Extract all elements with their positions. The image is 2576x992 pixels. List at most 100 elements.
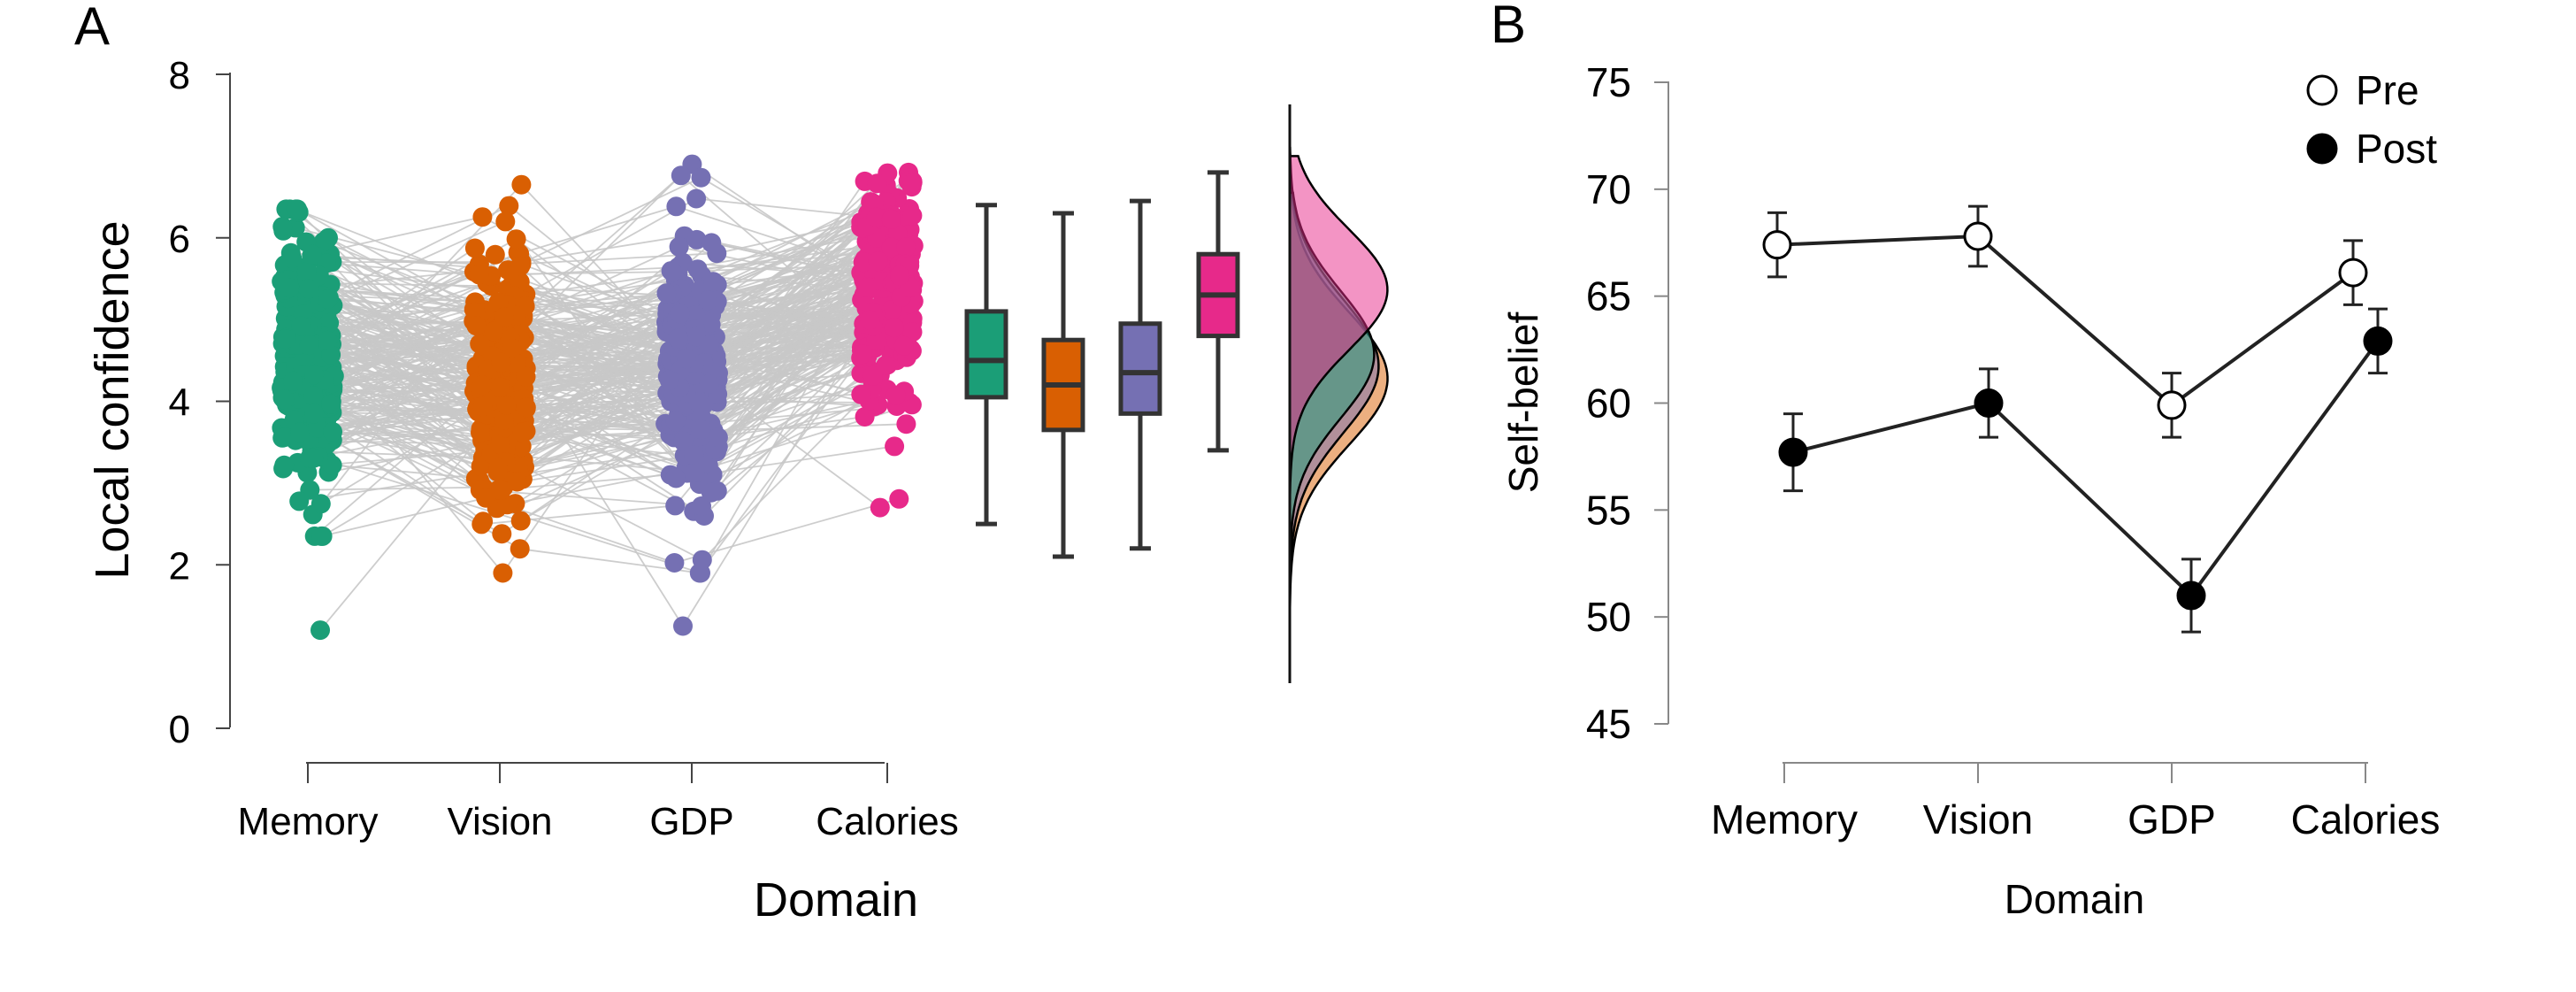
point-gdp — [691, 167, 711, 188]
point-memory — [318, 289, 338, 309]
point-calories — [893, 335, 914, 356]
y-tick-label: 6 — [169, 218, 190, 261]
panel-b-label: B — [1491, 0, 1526, 54]
point-vision — [502, 338, 522, 358]
point-calories — [870, 497, 890, 518]
participant-line — [307, 246, 907, 329]
legend: Pre Post — [2306, 67, 2437, 172]
point-gdp — [665, 496, 686, 516]
participant-line — [293, 274, 901, 628]
y-tick-label: 70 — [1586, 166, 1631, 212]
point-gdp — [677, 349, 697, 369]
point-gdp — [665, 468, 686, 488]
point-calories — [889, 488, 909, 509]
point-vision — [516, 397, 536, 418]
point-memory — [274, 389, 295, 410]
point-vision — [496, 396, 517, 415]
point-memory — [274, 455, 295, 475]
participant-line — [297, 244, 915, 411]
legend-marker-pre — [2306, 74, 2338, 106]
participant-line — [303, 321, 913, 481]
point-memory — [272, 217, 293, 237]
point-gdp — [656, 283, 677, 304]
point-gdp — [666, 196, 686, 217]
point-gdp — [669, 236, 689, 257]
participant-line — [312, 327, 862, 459]
point-memory — [299, 335, 319, 356]
point-calories — [890, 265, 909, 286]
point-gdp — [699, 374, 719, 394]
participant-line — [289, 287, 905, 439]
point-gdp — [664, 553, 685, 573]
point-gdp — [691, 419, 711, 440]
participant-line — [319, 182, 878, 464]
participant-line — [284, 235, 886, 473]
point-vision — [485, 244, 505, 265]
point-calories — [896, 237, 916, 258]
y-axis-title: Self-belief — [1500, 312, 1546, 494]
point-vision — [472, 207, 493, 227]
density-curves — [1288, 146, 1389, 624]
legend-label-pre: Pre — [2356, 67, 2419, 113]
participant-line — [290, 176, 889, 289]
y-tick-label: 4 — [169, 381, 190, 425]
point-vision — [484, 321, 504, 342]
participant-line — [281, 250, 871, 492]
series-line-pre — [1776, 234, 2355, 408]
point-calories — [852, 344, 872, 365]
series-line-post — [1792, 340, 2380, 599]
point-calories — [884, 318, 904, 338]
point-vision — [490, 377, 510, 397]
point-gdp — [692, 496, 711, 516]
participant-line — [322, 309, 893, 491]
participant-line — [326, 238, 894, 385]
point-vision — [510, 256, 531, 276]
series-pre — [1762, 204, 2368, 439]
participant-line — [309, 404, 913, 479]
x-ticks: Memory Vision GDP Calories — [238, 763, 959, 843]
point-gdp — [703, 272, 724, 292]
point-gdp — [659, 370, 679, 390]
x-tick-label: Vision — [1923, 796, 2033, 842]
point-gdp — [701, 482, 721, 503]
legend-marker-post — [2306, 133, 2338, 165]
point-calories — [881, 237, 901, 258]
y-tick-label: 65 — [1586, 273, 1631, 319]
point-memory — [303, 448, 324, 468]
point-vision — [494, 410, 514, 430]
point-vision — [476, 488, 496, 508]
point-memory — [275, 329, 295, 350]
point-calories — [851, 384, 871, 404]
participant-line — [326, 281, 885, 492]
x-tick-label: Calories — [2291, 796, 2441, 842]
point-pre — [2338, 258, 2368, 288]
point-calories — [902, 173, 923, 193]
point-vision — [493, 563, 513, 583]
point-vision — [510, 539, 530, 559]
point-vision — [491, 481, 511, 501]
y-tick-label: 75 — [1586, 59, 1631, 105]
series — [1762, 204, 2393, 634]
participant-line — [322, 287, 868, 450]
participant-line — [308, 219, 873, 414]
point-memory — [323, 422, 342, 442]
point-gdp — [686, 327, 706, 347]
point-vision — [494, 307, 515, 327]
point-calories — [853, 252, 873, 273]
participant-line — [281, 292, 874, 389]
x-tick-label: GDP — [2128, 796, 2216, 842]
point-calories — [896, 414, 916, 434]
point-vision — [472, 375, 492, 396]
point-vision — [512, 422, 533, 442]
point-gdp — [668, 328, 688, 349]
point-vision — [488, 292, 509, 312]
participant-line — [301, 264, 906, 388]
point-memory — [288, 199, 307, 219]
point-vision — [469, 265, 489, 285]
participant-line — [332, 339, 877, 483]
box-gdp — [1118, 321, 1162, 416]
point-calories — [886, 385, 906, 405]
point-memory — [321, 394, 341, 414]
point-memory — [304, 404, 325, 424]
